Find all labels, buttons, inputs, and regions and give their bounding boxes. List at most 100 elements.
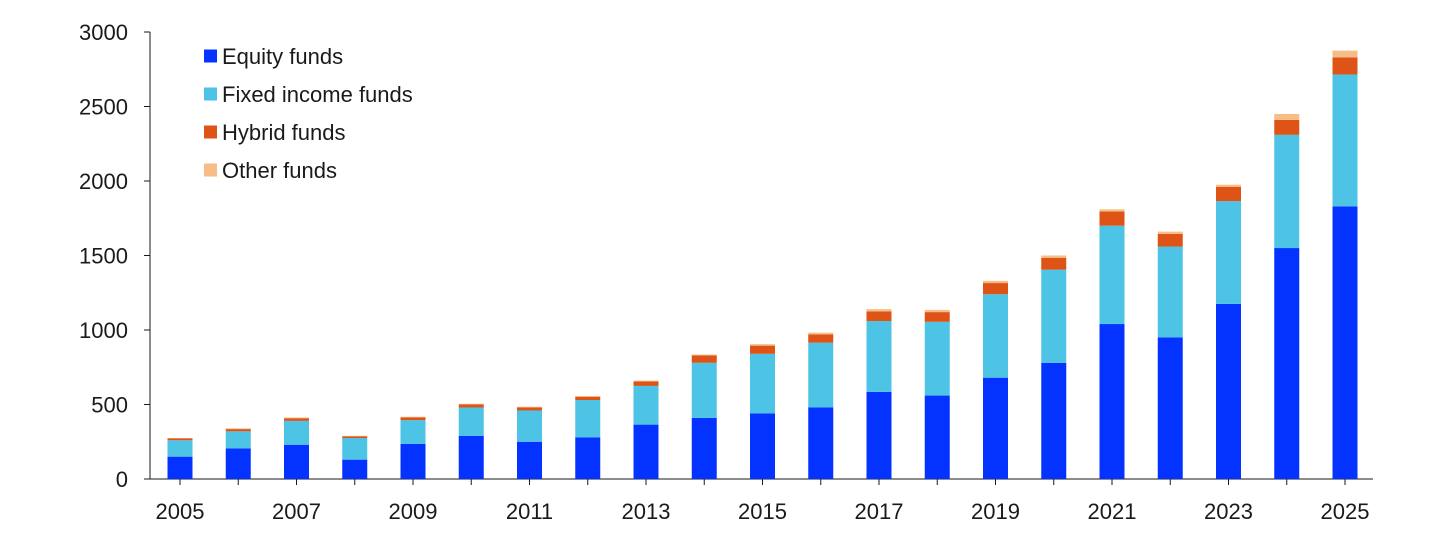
bar-segment-other-funds [924,309,950,313]
bar-segment-other-funds [1332,50,1358,58]
bar-segment-hybrid-funds [1041,257,1067,270]
bar-segment-equity-funds [691,417,717,479]
legend-label: Other funds [222,158,337,183]
x-tick-label: 2025 [1321,499,1370,524]
bar-segment-other-funds [1099,209,1125,212]
bar-segment-equity-funds [225,448,251,479]
bar-segment-other-funds [633,380,659,382]
x-tick-label: 2023 [1204,499,1253,524]
bar-segment-hybrid-funds [691,355,717,363]
x-tick-label: 2017 [855,499,904,524]
bar-segment-hybrid-funds [284,418,309,421]
y-tick-label: 1500 [79,244,128,269]
bar-segment-equity-funds [1041,362,1067,479]
bar-segment-other-funds [284,417,309,419]
bar-segment-equity-funds [924,395,950,479]
legend-swatch [204,163,217,177]
bar-segment-hybrid-funds [1216,186,1241,202]
y-tick-label: 0 [116,467,128,492]
bar-segment-other-funds [1274,113,1300,120]
bar-segment-fixed-income-funds [750,353,775,414]
y-tick-label: 3000 [79,20,128,45]
legend: Equity funds Fixed income funds Hybrid fun… [204,44,413,183]
bar-segment-hybrid-funds [167,438,193,441]
bar-segment-fixed-income-funds [225,431,251,449]
bar-segment-fixed-income-funds [1157,246,1183,338]
bar-segment-other-funds [575,396,601,397]
bar-segment-other-funds [1216,184,1241,187]
bar-segment-hybrid-funds [808,334,834,343]
legend-swatch [204,125,217,139]
bar-segment-hybrid-funds [575,396,601,401]
bar-segment-other-funds [983,280,1008,284]
x-axis: 2005 2007 2009 2011 2013 2015 2017 2019 2021 2023… [150,478,1373,524]
x-tick-label: 2013 [622,499,671,524]
bar-segment-equity-funds [458,435,484,479]
bar-segment-other-funds [866,309,892,312]
bar-segment-equity-funds [284,444,309,479]
bar-segment-fixed-income-funds [1099,225,1125,325]
bar-segment-hybrid-funds [1332,57,1358,75]
x-tick-label: 2019 [971,499,1020,524]
bar-segment-fixed-income-funds [691,362,717,418]
bar-segment-fixed-income-funds [575,400,601,438]
bar-segment-hybrid-funds [750,345,775,354]
x-tick-label: 2011 [506,499,553,524]
bar-segment-equity-funds [633,424,659,479]
y-tick-label: 2000 [79,169,128,194]
y-tick-label: 2500 [79,95,128,120]
bar-segment-hybrid-funds [983,283,1008,295]
legend-label: Equity funds [222,44,343,69]
bar-segment-fixed-income-funds [633,385,659,425]
x-tick-label: 2005 [156,499,205,524]
x-tick-label: 2015 [738,499,787,524]
bar-segment-fixed-income-funds [1216,201,1241,304]
bar-segment-equity-funds [1332,206,1358,479]
bar-segment-equity-funds [1274,248,1300,479]
bar-segment-fixed-income-funds [458,407,484,436]
bar-segment-fixed-income-funds [342,438,368,460]
bar-segment-other-funds [1157,231,1183,234]
bar-segment-equity-funds [342,459,368,479]
bar-segment-fixed-income-funds [1041,269,1067,363]
y-tick-label: 500 [91,393,128,418]
bar-segment-equity-funds [167,456,193,479]
bar-segment-fixed-income-funds [1274,134,1300,249]
bar-segment-equity-funds [983,377,1008,479]
x-tick-label: 2021 [1088,499,1137,524]
bar-segment-hybrid-funds [517,407,542,411]
bar-segment-hybrid-funds [1274,119,1300,135]
bar-segment-other-funds [400,416,426,418]
bar-segment-equity-funds [866,391,892,479]
legend-label: Hybrid funds [222,120,346,145]
bar-segment-fixed-income-funds [1332,74,1358,207]
bar-segment-equity-funds [1216,303,1241,479]
bar-segment-hybrid-funds [342,436,368,439]
bar-segment-hybrid-funds [866,311,892,322]
bar-segment-equity-funds [575,437,601,479]
bar-segment-other-funds [808,332,834,335]
bar-segment-hybrid-funds [1157,233,1183,247]
bar-segment-fixed-income-funds [284,420,309,445]
bar-segment-hybrid-funds [1099,211,1125,226]
bar-segment-equity-funds [517,441,542,479]
bars [167,50,1358,479]
bar-segment-fixed-income-funds [983,294,1008,378]
bar-segment-equity-funds [1099,324,1125,479]
bar-segment-equity-funds [750,413,775,479]
x-tick-label: 2009 [389,499,438,524]
bar-segment-hybrid-funds [633,381,659,386]
bar-segment-hybrid-funds [924,312,950,322]
bar-segment-hybrid-funds [400,417,426,421]
legend-label: Fixed income funds [222,82,413,107]
bar-segment-equity-funds [1157,337,1183,479]
bar-segment-fixed-income-funds [924,321,950,396]
bar-segment-equity-funds [400,443,426,479]
bar-segment-other-funds [225,428,251,430]
bar-segment-fixed-income-funds [517,410,542,442]
legend-swatch [204,49,217,63]
bar-segment-fixed-income-funds [808,342,834,408]
bar-segment-fixed-income-funds [167,440,193,457]
y-axis: 0 500 1000 1500 2000 2500 3000 [79,20,151,492]
